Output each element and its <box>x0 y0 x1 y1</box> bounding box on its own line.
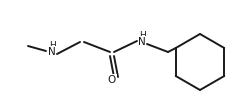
Text: N: N <box>138 37 146 47</box>
Text: O: O <box>108 75 116 85</box>
Text: N: N <box>48 47 56 57</box>
Text: H: H <box>48 40 56 50</box>
Text: H: H <box>138 30 145 40</box>
